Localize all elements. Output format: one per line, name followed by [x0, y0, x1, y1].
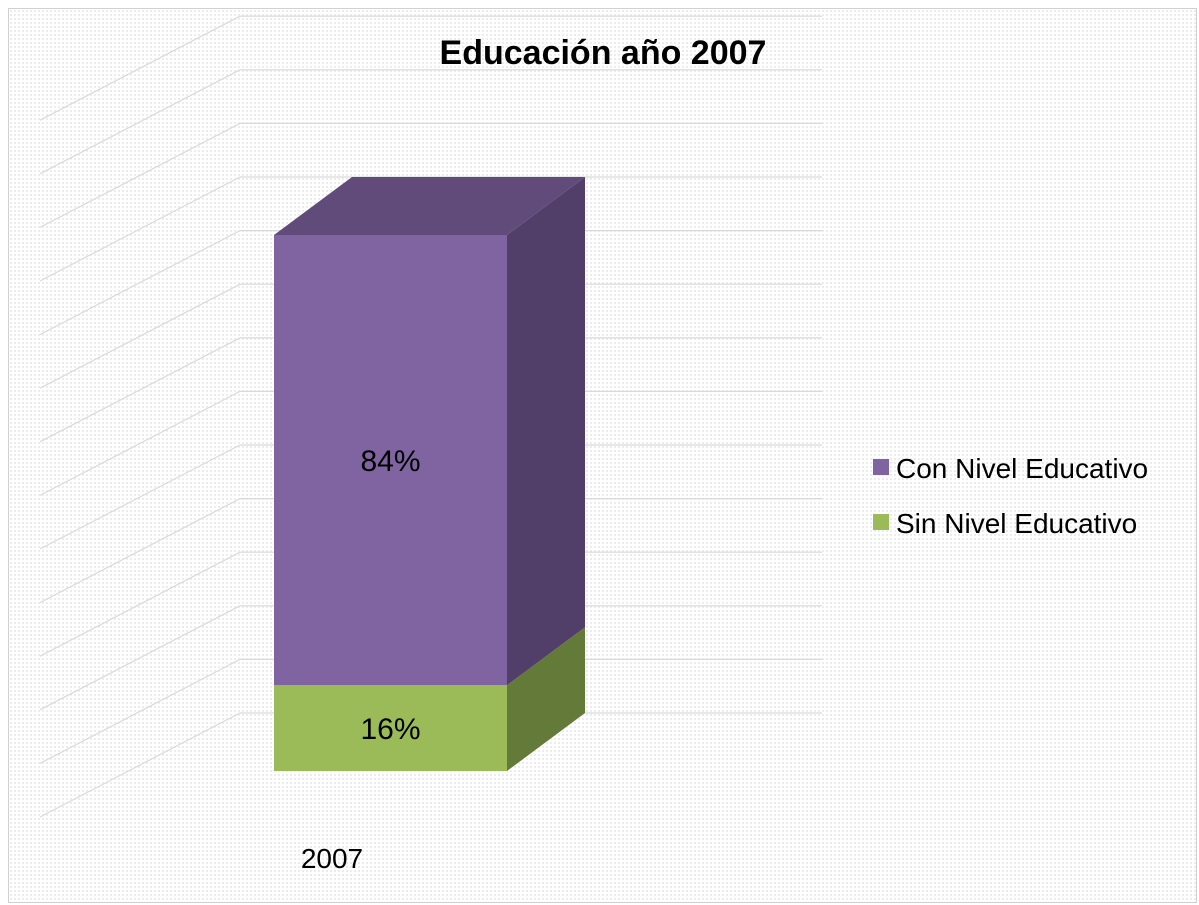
bar-top-face	[274, 177, 585, 235]
side-gridline	[39, 230, 241, 336]
side-gridline	[39, 283, 241, 389]
side-wall-gridlines	[39, 15, 241, 818]
data-label-sin-nivel-educativo: 16%	[360, 713, 420, 746]
legend-swatch	[873, 514, 889, 530]
legend-swatch	[873, 459, 889, 475]
side-gridline	[39, 444, 241, 550]
data-label-con-nivel-educativo: 84%	[360, 445, 420, 478]
bar-side-sin-nivel-educativo	[507, 627, 585, 771]
chart-title: Educación año 2007	[440, 34, 767, 72]
legend-label: Con Nivel Educativo	[896, 453, 1148, 484]
side-gridline	[39, 176, 241, 282]
bar-segments	[274, 177, 585, 771]
side-gridline	[39, 15, 241, 121]
bar-front-sin-nivel-educativo	[274, 685, 507, 771]
legend: Con Nivel Educativo Sin Nivel Educativo	[873, 453, 1148, 539]
side-gridline	[39, 122, 241, 228]
side-gridline	[39, 658, 241, 764]
side-gridline	[39, 605, 241, 711]
side-gridline	[39, 712, 241, 818]
legend-label: Sin Nivel Educativo	[896, 508, 1137, 539]
side-gridline	[39, 337, 241, 443]
data-labels: 16% 84%	[360, 445, 420, 746]
bar-front-con-nivel-educativo	[274, 235, 507, 686]
side-gridline	[39, 69, 241, 175]
side-gridline	[39, 498, 241, 604]
chart-area	[8, 8, 1197, 903]
side-gridline	[39, 390, 241, 496]
side-gridline	[39, 551, 241, 657]
x-tick-label: 2007	[301, 843, 363, 874]
bar-side-con-nivel-educativo	[507, 177, 585, 686]
